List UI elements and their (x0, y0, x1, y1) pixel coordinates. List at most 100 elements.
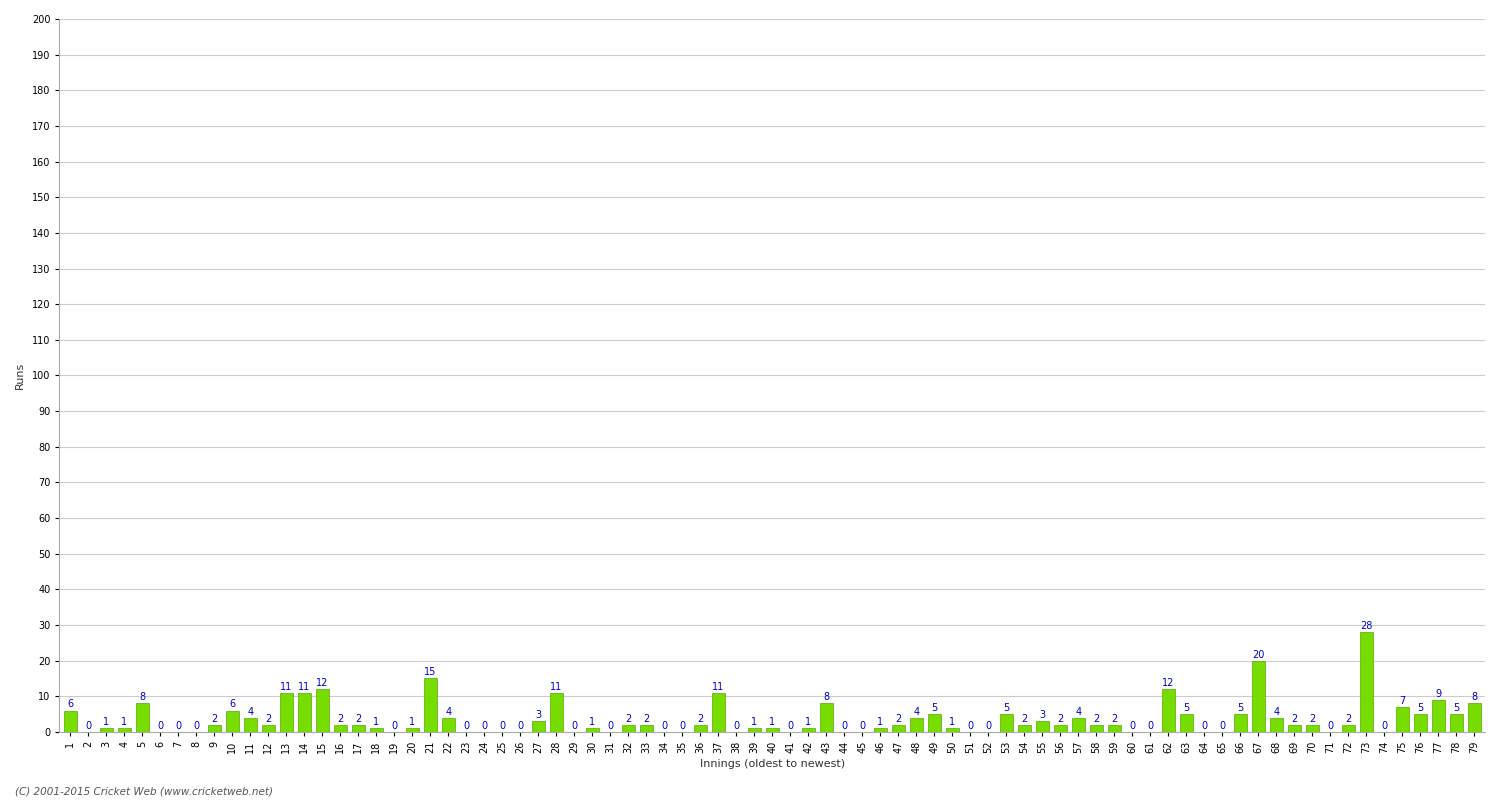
Text: 2: 2 (1058, 714, 1064, 724)
Text: 8: 8 (140, 692, 146, 702)
Text: 2: 2 (626, 714, 632, 724)
Text: 4: 4 (1076, 706, 1082, 717)
X-axis label: Innings (oldest to newest): Innings (oldest to newest) (699, 759, 844, 769)
Bar (532, 722, 544, 732)
Text: 11: 11 (550, 682, 562, 692)
Bar (892, 725, 904, 732)
Bar (946, 728, 958, 732)
Bar (821, 703, 833, 732)
Bar (1108, 725, 1120, 732)
Text: 1: 1 (590, 718, 596, 727)
Bar (316, 689, 328, 732)
Text: 4: 4 (248, 706, 254, 717)
Text: 2: 2 (266, 714, 272, 724)
Bar (64, 710, 76, 732)
Bar (1180, 714, 1192, 732)
Bar (928, 714, 940, 732)
Bar (118, 728, 130, 732)
Text: 1: 1 (806, 718, 812, 727)
Bar (712, 693, 724, 732)
Bar (1288, 725, 1300, 732)
Text: 2: 2 (1292, 714, 1298, 724)
Bar (136, 703, 148, 732)
Text: 1: 1 (878, 718, 884, 727)
Text: 2: 2 (1346, 714, 1352, 724)
Text: 28: 28 (1360, 621, 1372, 631)
Bar (1162, 689, 1174, 732)
Bar (280, 693, 292, 732)
Bar (1342, 725, 1354, 732)
Text: 0: 0 (680, 721, 686, 731)
Text: 2: 2 (1094, 714, 1100, 724)
Bar (1054, 725, 1066, 732)
Text: 4: 4 (914, 706, 920, 717)
Bar (1306, 725, 1318, 732)
Text: 5: 5 (1418, 703, 1424, 713)
Text: 1: 1 (374, 718, 380, 727)
Text: 12: 12 (316, 678, 328, 688)
Text: 8: 8 (1472, 692, 1478, 702)
Bar (1432, 700, 1444, 732)
Text: 12: 12 (1162, 678, 1174, 688)
Text: 5: 5 (1454, 703, 1460, 713)
Bar (766, 728, 778, 732)
Bar (910, 718, 922, 732)
Bar (586, 728, 598, 732)
Bar (1072, 718, 1084, 732)
Text: 4: 4 (1274, 706, 1280, 717)
Text: 0: 0 (158, 721, 164, 731)
Text: 0: 0 (482, 721, 488, 731)
Bar (1360, 632, 1372, 732)
Y-axis label: Runs: Runs (15, 362, 26, 389)
Text: 0: 0 (842, 721, 848, 731)
Text: 0: 0 (608, 721, 613, 731)
Bar (370, 728, 382, 732)
Text: 5: 5 (932, 703, 938, 713)
Bar (352, 725, 364, 732)
Text: 2: 2 (356, 714, 362, 724)
Bar (334, 725, 346, 732)
Text: 11: 11 (298, 682, 310, 692)
Bar (424, 678, 436, 732)
Bar (622, 725, 634, 732)
Text: 1: 1 (122, 718, 128, 727)
Text: 4: 4 (446, 706, 452, 717)
Bar (748, 728, 760, 732)
Text: 0: 0 (1382, 721, 1388, 731)
Text: 1: 1 (752, 718, 758, 727)
Text: 15: 15 (424, 667, 436, 678)
Text: 5: 5 (1238, 703, 1244, 713)
Bar (244, 718, 256, 732)
Text: 9: 9 (1436, 689, 1442, 698)
Text: 0: 0 (464, 721, 470, 731)
Text: 6: 6 (68, 699, 74, 710)
Bar (1396, 707, 1408, 732)
Bar (1270, 718, 1282, 732)
Text: 5: 5 (1004, 703, 1010, 713)
Text: 1: 1 (410, 718, 416, 727)
Text: 20: 20 (1252, 650, 1264, 659)
Text: 0: 0 (788, 721, 794, 731)
Text: 2: 2 (211, 714, 217, 724)
Bar (1234, 714, 1246, 732)
Text: 0: 0 (176, 721, 181, 731)
Bar (694, 725, 706, 732)
Bar (209, 725, 220, 732)
Text: 2: 2 (1022, 714, 1028, 724)
Text: 0: 0 (662, 721, 668, 731)
Text: 3: 3 (1040, 710, 1046, 720)
Text: 2: 2 (698, 714, 703, 724)
Text: 0: 0 (194, 721, 200, 731)
Bar (1090, 725, 1102, 732)
Text: 0: 0 (392, 721, 398, 731)
Text: 0: 0 (968, 721, 974, 731)
Bar (1000, 714, 1012, 732)
Text: (C) 2001-2015 Cricket Web (www.cricketweb.net): (C) 2001-2015 Cricket Web (www.cricketwe… (15, 786, 273, 796)
Text: 0: 0 (859, 721, 865, 731)
Text: 3: 3 (536, 710, 542, 720)
Bar (1450, 714, 1462, 732)
Text: 1: 1 (104, 718, 110, 727)
Bar (1252, 661, 1264, 732)
Text: 2: 2 (1310, 714, 1316, 724)
Text: 11: 11 (280, 682, 292, 692)
